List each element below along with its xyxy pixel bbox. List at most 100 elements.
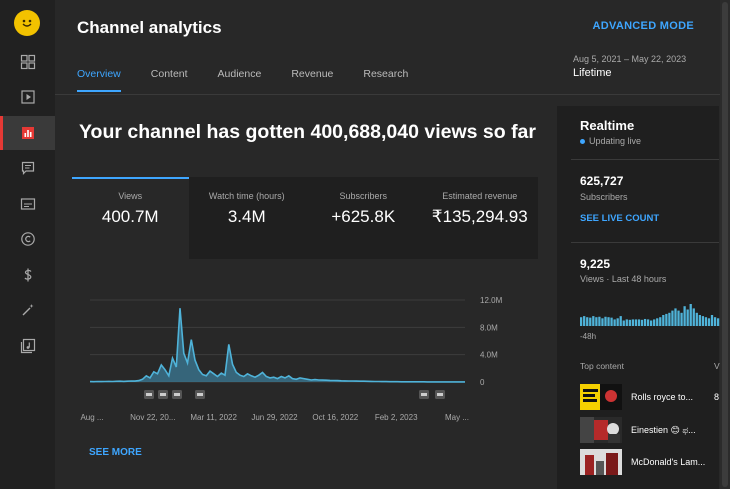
views-series-line	[89, 308, 465, 383]
metric-card-subscribers[interactable]: Subscribers +625.8K	[305, 177, 422, 259]
views-headline: Your channel has gotten 400,688,040 view…	[79, 121, 536, 143]
smiley-icon	[22, 19, 32, 27]
metric-card-watch-time[interactable]: Watch time (hours) 3.4M	[188, 177, 305, 259]
realtime-bar	[598, 316, 601, 326]
realtime-bar	[640, 319, 644, 326]
realtime-bar	[604, 316, 607, 326]
see-more-button[interactable]: SEE MORE	[89, 447, 142, 458]
realtime-status-text: Updating live	[589, 136, 642, 146]
metric-value: +625.8K	[331, 207, 396, 226]
realtime-bar	[622, 320, 625, 326]
analytics-icon	[21, 127, 34, 139]
tab-audience[interactable]: Audience	[217, 68, 262, 80]
realtime-bar	[643, 318, 647, 326]
metric-label: Views	[118, 191, 143, 201]
sidebar-item-dashboard[interactable]	[0, 45, 55, 79]
x-tick-label: Feb 2, 2023	[375, 413, 418, 422]
scrollbar-thumb[interactable]	[722, 2, 728, 487]
top-content-item[interactable]: McDonald's Lam...	[580, 449, 720, 475]
realtime-subscribers-value: 625,727	[580, 174, 624, 188]
comments-icon	[21, 161, 34, 175]
realtime-bar-chart[interactable]	[580, 302, 720, 326]
realtime-bar	[656, 318, 659, 326]
realtime-bar	[625, 319, 628, 326]
subtitles-icon	[20, 198, 35, 210]
date-range-label[interactable]: Lifetime	[573, 67, 612, 79]
realtime-card: Realtime Updating live 625,727 Subscribe…	[557, 106, 720, 489]
tab-revenue[interactable]: Revenue	[291, 68, 334, 80]
event-marker-glyph	[146, 393, 152, 396]
header: Channel analytics ADVANCED MODE Overview…	[55, 0, 720, 95]
realtime-bar	[616, 318, 619, 326]
channel-avatar[interactable]	[14, 10, 40, 36]
sidebar-item-content[interactable]	[0, 80, 55, 114]
metric-card-revenue[interactable]: Estimated revenue ₹135,294.93	[421, 177, 538, 259]
realtime-bar	[677, 310, 680, 326]
realtime-bar	[695, 312, 698, 326]
sidebar-item-earn[interactable]	[0, 258, 55, 292]
y-tick-label: 8.0M	[480, 323, 498, 332]
video-title: McDonald's Lam...	[631, 457, 706, 467]
x-tick-label: May ...	[445, 413, 469, 422]
x-tick-label: Jun 29, 2022	[251, 413, 298, 422]
x-tick-label: Mar 11, 2022	[190, 413, 237, 422]
realtime-bar	[646, 319, 650, 326]
sidebar-item-comments[interactable]	[0, 151, 55, 185]
tab-research[interactable]: Research	[363, 68, 409, 80]
realtime-bar	[613, 319, 616, 326]
date-range[interactable]: Aug 5, 2021 – May 22, 2023	[573, 54, 687, 64]
video-title: Rolls royce to...	[631, 392, 694, 402]
sidebar-item-customization[interactable]	[0, 293, 55, 327]
tab-content[interactable]: Content	[150, 68, 188, 80]
top-content-item[interactable]: Einestien 😊 ಫ...	[580, 417, 720, 443]
advanced-mode-button[interactable]: ADVANCED MODE	[592, 20, 694, 32]
tab-overview[interactable]: Overview	[77, 68, 121, 92]
dashboard-icon	[20, 54, 35, 70]
tab-bar: Overview Content Audience Revenue Resear…	[77, 68, 438, 92]
realtime-bar	[689, 304, 692, 326]
realtime-bar	[710, 315, 714, 326]
live-dot-icon	[580, 139, 585, 145]
sidebar-item-analytics[interactable]	[0, 116, 55, 150]
realtime-title: Realtime	[580, 118, 635, 133]
realtime-bar	[631, 319, 635, 326]
realtime-bar	[580, 317, 583, 326]
realtime-bar	[716, 318, 720, 326]
divider	[571, 242, 719, 243]
realtime-bar	[619, 316, 622, 326]
realtime-bar	[601, 318, 604, 326]
realtime-bar	[668, 312, 671, 326]
realtime-bar	[589, 317, 592, 326]
realtime-bar	[671, 310, 674, 326]
realtime-bar	[701, 316, 705, 326]
realtime-subscribers-label: Subscribers	[580, 192, 628, 202]
realtime-bar	[610, 317, 613, 326]
realtime-bar	[665, 313, 668, 326]
realtime-status: Updating live	[580, 136, 641, 146]
realtime-bar	[592, 316, 595, 326]
sidebar-item-audio-library[interactable]	[0, 329, 55, 363]
event-marker-glyph	[174, 393, 180, 396]
realtime-bar	[707, 318, 711, 326]
metric-value: ₹135,294.93	[431, 207, 528, 226]
y-tick-label: 0	[480, 378, 485, 387]
sidebar-item-subtitles[interactable]	[0, 187, 55, 221]
y-tick-label: 12.0M	[480, 296, 503, 305]
event-marker-glyph	[437, 393, 443, 396]
sidebar-item-copyright[interactable]	[0, 222, 55, 256]
see-live-count-button[interactable]: SEE LIVE COUNT	[580, 213, 660, 224]
event-marker-glyph	[160, 393, 166, 396]
copyright-icon	[20, 232, 35, 246]
metric-card-views[interactable]: Views 400.7M	[72, 177, 189, 259]
y-tick-label: 4.0M	[480, 351, 498, 360]
overview-panel: Your channel has gotten 400,688,040 view…	[55, 95, 548, 489]
video-title: Einestien 😊 ಫ...	[631, 425, 696, 435]
page-scrollbar[interactable]	[720, 0, 730, 489]
metric-label: Watch time (hours)	[208, 191, 285, 201]
page-title: Channel analytics	[77, 18, 222, 37]
x-tick-label: Aug ...	[80, 413, 103, 422]
realtime-bar	[634, 319, 638, 326]
top-content-label: Top content	[580, 361, 624, 371]
top-content-item[interactable]: Rolls royce to... 8	[580, 384, 720, 410]
divider	[571, 159, 719, 160]
